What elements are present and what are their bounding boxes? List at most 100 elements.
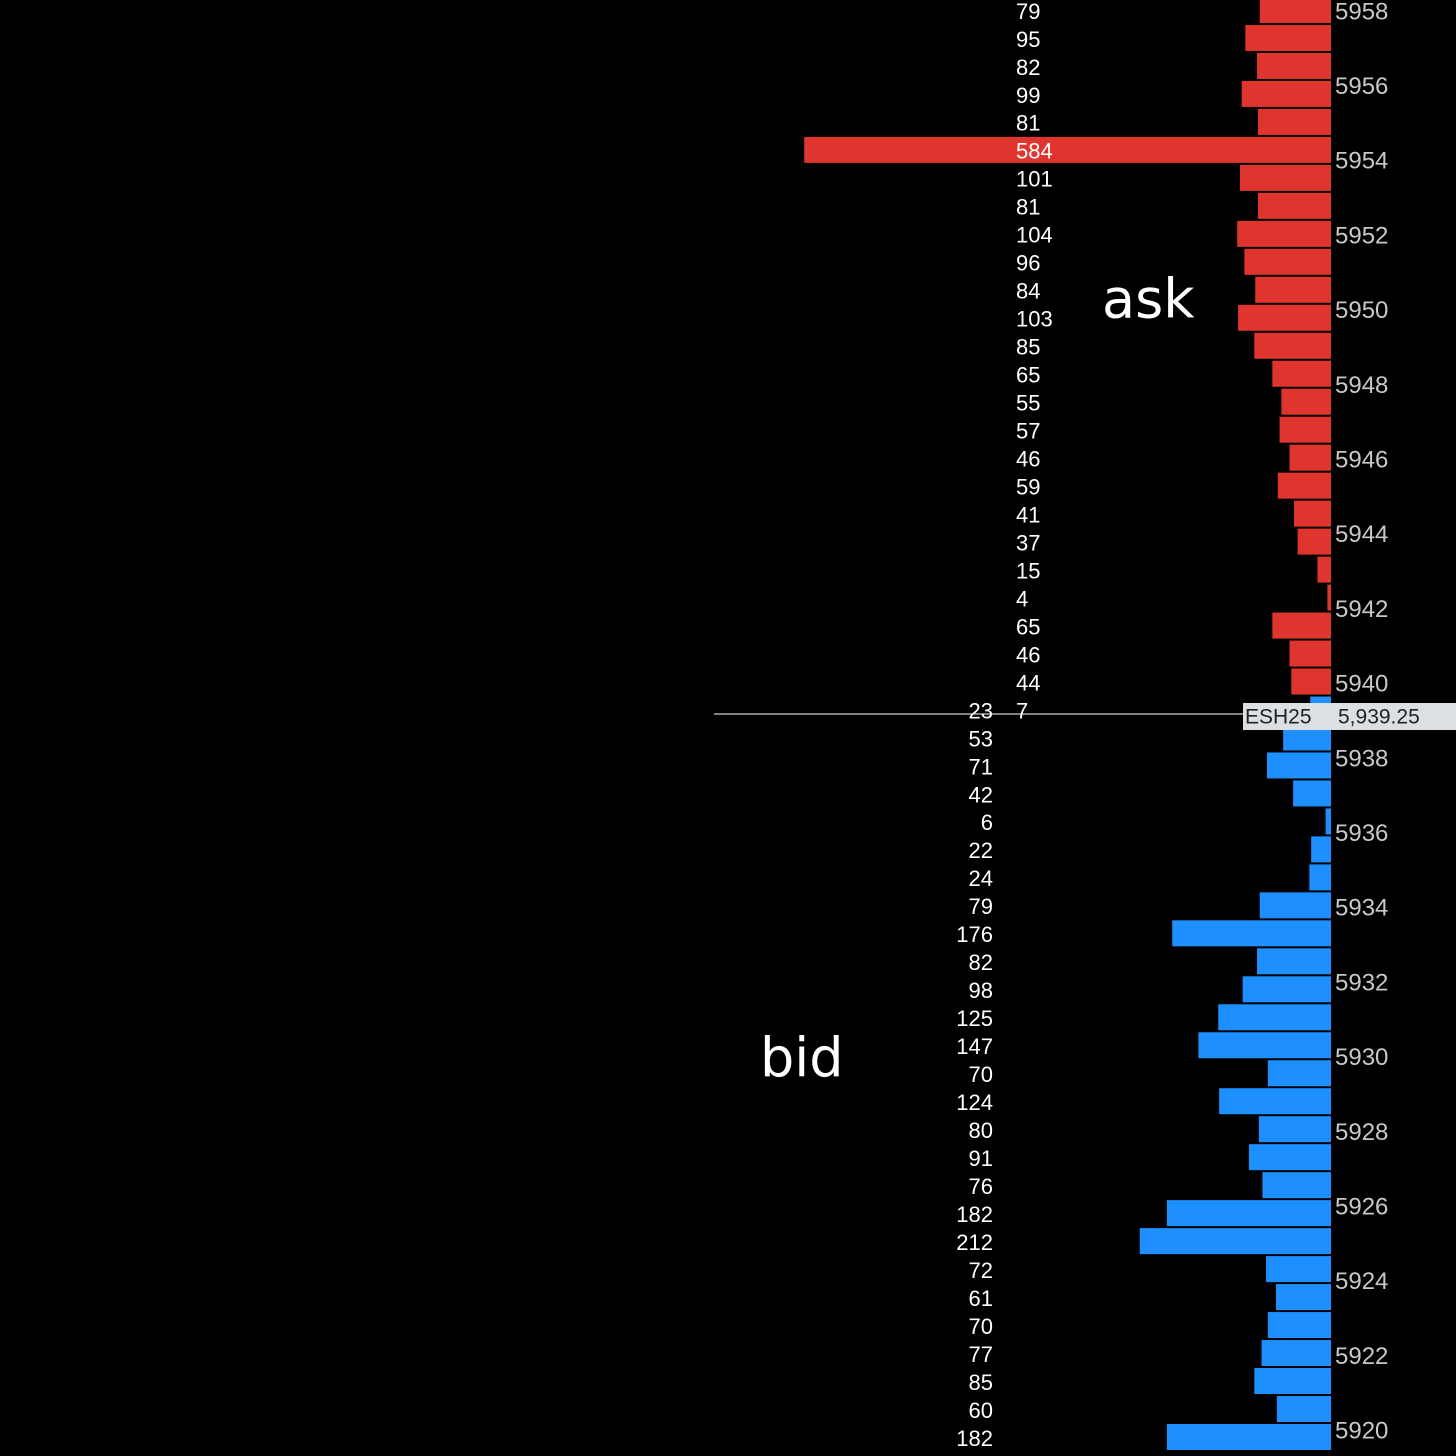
- bid-bar: [1266, 1256, 1331, 1283]
- bid-size: 79: [969, 894, 993, 919]
- bid-bar: [1276, 1396, 1331, 1422]
- price-tick-label: 5940: [1335, 671, 1388, 698]
- bid-size: 60: [969, 1398, 993, 1423]
- ask-bar: [1239, 164, 1331, 191]
- ask-bar: [1259, 0, 1331, 23]
- ask-size: 104: [1016, 223, 1053, 248]
- price-axis: 5958 5956 5954 5952 5950 5948 5946 5944 5942 5940…: [1335, 0, 1388, 1445]
- bid-bar: [1172, 920, 1331, 947]
- bid-annotation: bid: [760, 1027, 844, 1090]
- bid-bar: [1267, 1060, 1331, 1087]
- bid-bar: [1248, 1144, 1331, 1171]
- bid-size: 91: [969, 1146, 993, 1171]
- price-tick-label: 5920: [1335, 1418, 1388, 1445]
- symbol: ESH25: [1245, 706, 1312, 729]
- bid-size: 176: [956, 922, 993, 947]
- ask-bar: [1241, 80, 1331, 107]
- ask-bar: [1244, 248, 1331, 275]
- bid-size: 70: [969, 1062, 993, 1087]
- bid-size: 212: [956, 1230, 993, 1255]
- ask-size: 103: [1016, 307, 1053, 332]
- ask-bar: [1237, 220, 1331, 247]
- ask-size: 99: [1016, 83, 1040, 108]
- bid-size: 42: [969, 782, 993, 807]
- price-tick-label: 5930: [1335, 1044, 1388, 1071]
- ask-size: 82: [1016, 55, 1040, 80]
- bars: [804, 0, 1331, 1450]
- ask-bar: [1289, 444, 1331, 471]
- bid-size: 124: [956, 1090, 993, 1115]
- price-tick-label: 5938: [1335, 745, 1388, 772]
- bid-bar: [1311, 836, 1331, 863]
- ask-size: 46: [1016, 642, 1040, 667]
- price-tick-label: 5936: [1335, 820, 1388, 847]
- ask-bar: [804, 136, 1331, 163]
- ask-size: 4: [1016, 586, 1028, 611]
- ask-size: 41: [1016, 502, 1040, 527]
- ask-bar: [1279, 416, 1331, 443]
- bid-size: 72: [969, 1258, 993, 1283]
- ask-bar: [1245, 24, 1331, 51]
- price-box: [1331, 703, 1456, 730]
- ask-size: 65: [1016, 614, 1040, 639]
- bid-bar: [1219, 1088, 1331, 1115]
- ask-size: 85: [1016, 335, 1040, 360]
- bid-bar: [1325, 808, 1331, 835]
- ask-bar: [1272, 360, 1331, 387]
- price-tick-label: 5958: [1335, 0, 1388, 25]
- ask-size: 65: [1016, 363, 1040, 388]
- ask-bar: [1294, 500, 1331, 527]
- bid-size: 98: [969, 978, 993, 1003]
- ask-size: 95: [1016, 27, 1040, 52]
- ask-size: 55: [1016, 391, 1040, 416]
- bid-size: 61: [969, 1286, 993, 1311]
- bid-bar: [1257, 948, 1331, 975]
- price-tick-label: 5954: [1335, 148, 1388, 175]
- ask-size: 59: [1016, 474, 1040, 499]
- ask-size: 96: [1016, 251, 1040, 276]
- price-tick-label: 5932: [1335, 969, 1388, 996]
- ask-size: 584: [1016, 139, 1053, 164]
- bid-size: 23: [969, 698, 993, 723]
- ask-size: 15: [1016, 558, 1040, 583]
- price-tick-label: 5956: [1335, 73, 1388, 100]
- bid-size: 82: [969, 950, 993, 975]
- bid-bar: [1259, 892, 1331, 919]
- bid-bar: [1242, 976, 1331, 1003]
- ask-size: 79: [1016, 0, 1040, 24]
- price-tick-label: 5950: [1335, 297, 1388, 324]
- bid-bar: [1266, 752, 1331, 779]
- price-tick-label: 5942: [1335, 596, 1388, 623]
- price-tick-label: 5926: [1335, 1194, 1388, 1221]
- bid-bar: [1261, 1340, 1331, 1367]
- price-tick-label: 5928: [1335, 1119, 1388, 1146]
- ask-size: 46: [1016, 446, 1040, 471]
- bid-bar: [1166, 1423, 1331, 1450]
- last-price: 5,939.25: [1338, 706, 1420, 729]
- bid-bar: [1309, 864, 1331, 891]
- bid-size: 147: [956, 1034, 993, 1059]
- ask-bar: [1255, 276, 1331, 303]
- ask-bar: [1327, 584, 1331, 611]
- bid-bar: [1218, 1004, 1331, 1031]
- bid-size: 71: [969, 754, 993, 779]
- ask-bar: [1317, 556, 1331, 583]
- ask-size: 101: [1016, 167, 1053, 192]
- ask-bar: [1281, 388, 1331, 415]
- price-tick-label: 5948: [1335, 372, 1388, 399]
- bid-bar: [1267, 1312, 1331, 1339]
- bid-bar: [1258, 1116, 1331, 1143]
- bid-size: 76: [969, 1174, 993, 1199]
- ask-size: 57: [1016, 419, 1040, 444]
- ask-size: 81: [1016, 195, 1040, 220]
- bid-size: 80: [969, 1118, 993, 1143]
- bid-size: 182: [956, 1202, 993, 1227]
- ask-bar: [1289, 640, 1331, 667]
- bid-size: 77: [969, 1342, 993, 1367]
- bid-bar: [1254, 1368, 1331, 1395]
- price-tick-label: 5952: [1335, 222, 1388, 249]
- ask-size: 37: [1016, 530, 1040, 555]
- symbol-box: [1243, 703, 1331, 730]
- bid-size: 85: [969, 1370, 993, 1395]
